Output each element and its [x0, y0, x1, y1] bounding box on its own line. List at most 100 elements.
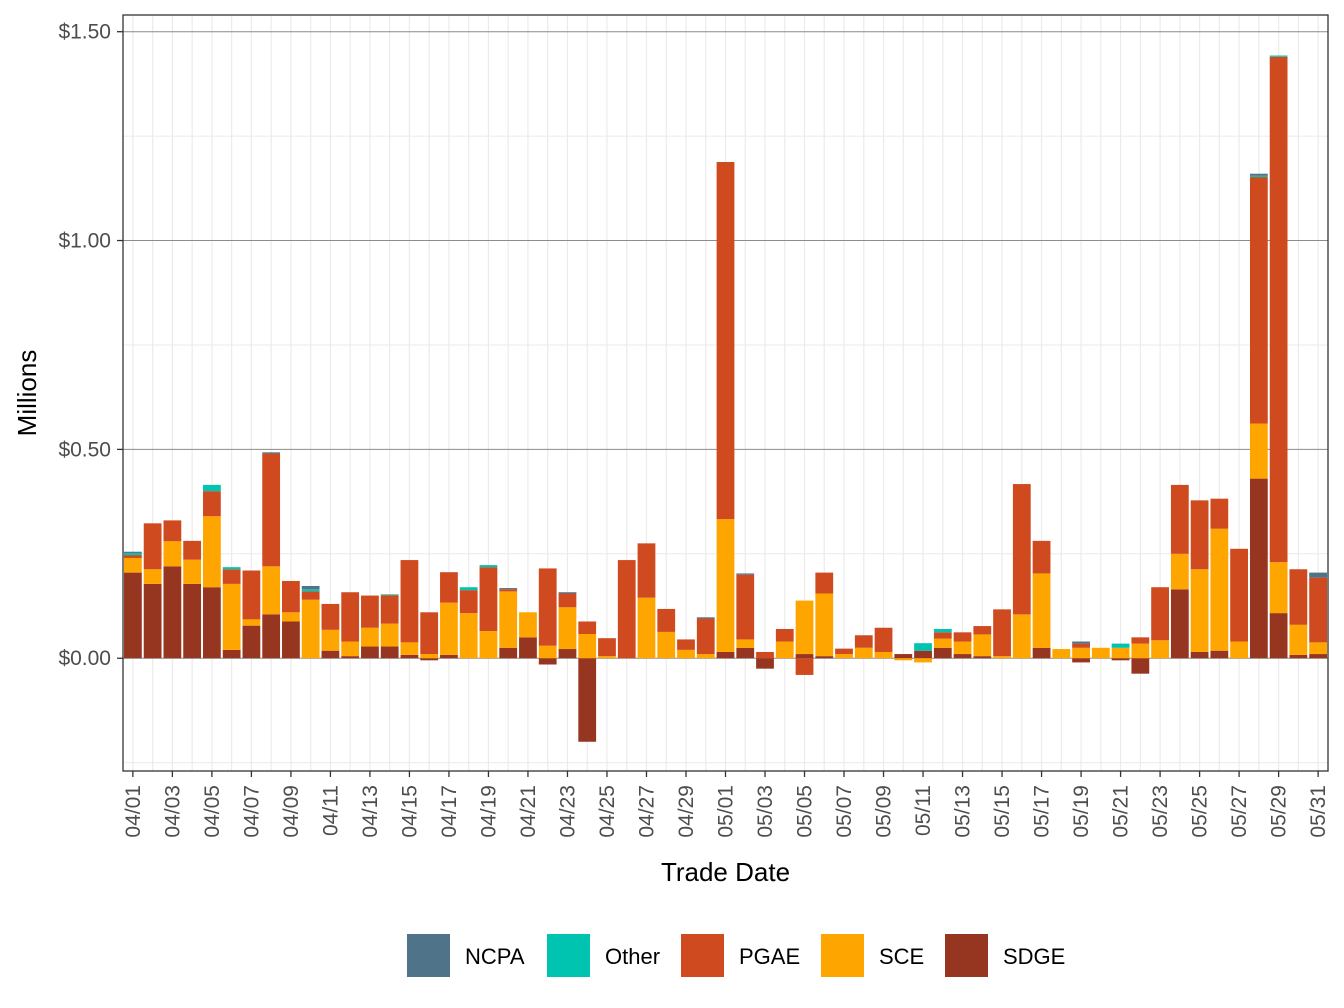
- x-tick-label: 05/21: [1110, 785, 1133, 838]
- bar-pgae-04-01: [123, 555, 142, 558]
- bar-sce-04-11: [321, 629, 340, 651]
- bar-sdge-05-17: [1032, 647, 1051, 659]
- bar-sce-05-17: [1032, 573, 1051, 648]
- bar-pgae-04-11: [321, 603, 340, 630]
- bar-sce-05-20: [1091, 647, 1110, 659]
- bar-sdge-04-14: [380, 646, 399, 659]
- bar-ncpa-05-28: [1249, 173, 1268, 176]
- bar-sce-05-14: [973, 634, 992, 657]
- bar-sce-04-09: [282, 612, 300, 622]
- bar-pgae-05-15: [993, 609, 1011, 657]
- x-tick-label: 05/13: [952, 785, 975, 838]
- bar-sdge-05-22: [1131, 658, 1150, 674]
- bar-pgae-04-20: [499, 589, 518, 592]
- bar-sce-05-25: [1190, 569, 1209, 652]
- bar-pgae-05-23: [1151, 587, 1169, 641]
- bar-pgae-05-05: [795, 658, 814, 675]
- bar-pgae-04-13: [361, 595, 379, 628]
- bar-sce-04-28: [657, 631, 676, 659]
- bar-pgae-05-04: [775, 628, 794, 642]
- x-tick-label: 05/11: [912, 785, 935, 836]
- bar-sce-05-10: [894, 658, 913, 661]
- bar-sce-04-23: [558, 607, 577, 650]
- bar-pgae-05-17: [1032, 540, 1051, 574]
- bar-sdge-04-09: [282, 621, 300, 659]
- bar-ncpa-04-01: [123, 551, 142, 553]
- bar-sdge-05-06: [815, 656, 834, 659]
- bar-other-04-19: [479, 565, 498, 568]
- bar-pgae-04-24: [578, 621, 597, 634]
- bar-pgae-04-30: [696, 618, 715, 655]
- x-tick-label: 04/07: [240, 785, 263, 838]
- legend-label-pgae: PGAE: [739, 944, 800, 969]
- x-tick-label: 04/27: [635, 785, 658, 838]
- bar-pgae-05-12: [933, 632, 952, 639]
- bar-pgae-04-09: [282, 580, 300, 613]
- bar-pgae-04-05: [203, 491, 221, 517]
- bar-sce-04-14: [380, 623, 399, 647]
- bar-pgae-04-25: [598, 638, 616, 657]
- bar-pgae-05-27: [1230, 548, 1248, 642]
- bar-sce-04-20: [499, 591, 518, 648]
- bar-pgae-04-27: [637, 543, 656, 598]
- bar-sdge-05-31: [1309, 654, 1328, 659]
- bar-pgae-04-29: [677, 639, 695, 650]
- bar-other-04-10: [301, 589, 320, 592]
- bar-sdge-04-01: [123, 572, 142, 659]
- bar-ncpa-05-31: [1309, 572, 1328, 578]
- x-tick-label: 05/23: [1149, 785, 1172, 838]
- bar-ncpa-04-23: [558, 592, 577, 594]
- bar-sce-04-18: [459, 613, 478, 659]
- legend-label-sdge: SDGE: [1003, 944, 1065, 969]
- legend-label-ncpa: NCPA: [465, 944, 525, 969]
- bar-sce-05-27: [1230, 641, 1248, 659]
- bar-sdge-04-20: [499, 647, 518, 659]
- bar-sce-04-29: [677, 649, 695, 659]
- x-tick-label: 05/07: [833, 785, 856, 838]
- bar-pgae-05-31: [1309, 577, 1328, 643]
- x-tick-label: 04/11: [319, 785, 342, 836]
- bar-sdge-05-29: [1269, 613, 1288, 659]
- bar-other-04-01: [123, 552, 142, 556]
- bar-pgae-04-15: [400, 560, 419, 643]
- bar-sce-04-08: [262, 566, 281, 615]
- bar-sce-05-13: [953, 641, 972, 655]
- bar-sdge-04-08: [262, 614, 281, 659]
- x-tick-label: 04/03: [161, 785, 184, 838]
- bar-other-04-14: [380, 594, 399, 596]
- bar-pgae-04-17: [440, 572, 458, 603]
- bar-pgae-04-14: [380, 595, 399, 624]
- bar-sce-04-27: [637, 597, 656, 659]
- bar-sdge-05-19: [1072, 658, 1090, 663]
- bar-pgae-05-03: [756, 651, 774, 659]
- legend-key-pgae: [681, 934, 724, 977]
- bar-pgae-04-16: [420, 612, 439, 655]
- bar-sdge-04-05: [203, 587, 221, 659]
- bar-sce-05-09: [874, 651, 893, 659]
- bar-other-05-21: [1111, 643, 1130, 648]
- bar-sdge-05-01: [716, 651, 735, 659]
- bar-sdge-05-24: [1170, 589, 1189, 659]
- bar-pgae-05-07: [835, 648, 853, 655]
- bar-sce-05-30: [1289, 624, 1308, 655]
- bar-sce-05-21: [1111, 647, 1130, 659]
- x-tick-label: 04/13: [359, 785, 382, 838]
- bar-ncpa-04-20: [499, 588, 518, 590]
- bar-pgae-04-19: [479, 567, 498, 632]
- bar-other-05-11: [914, 643, 932, 651]
- bar-pgae-05-02: [736, 574, 755, 640]
- bar-sdge-04-06: [222, 649, 241, 659]
- bar-sce-04-24: [578, 634, 597, 659]
- bar-sce-04-25: [598, 656, 616, 659]
- bar-pgae-04-08: [262, 453, 281, 567]
- bar-sce-05-07: [835, 654, 853, 659]
- bar-sdge-05-03: [756, 658, 774, 669]
- bar-sdge-04-07: [242, 625, 261, 659]
- bar-sdge-04-17: [440, 654, 458, 659]
- bar-pgae-04-04: [183, 540, 202, 560]
- bar-sdge-05-05: [795, 654, 814, 659]
- bar-other-05-12: [933, 628, 952, 633]
- bar-sdge-04-15: [400, 654, 419, 659]
- bar-sdge-04-04: [183, 583, 202, 659]
